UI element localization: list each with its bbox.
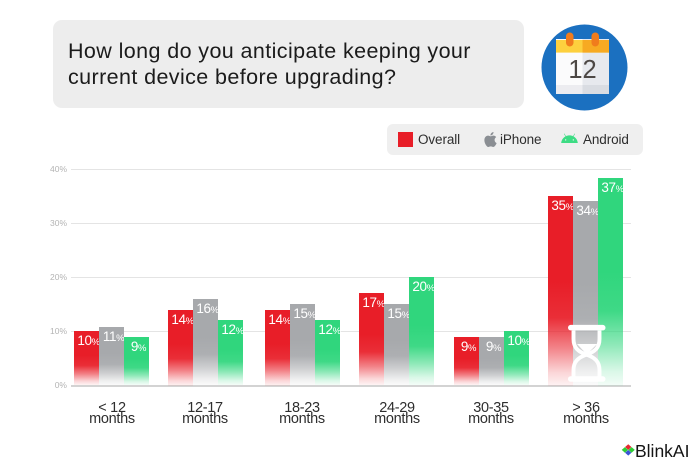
svg-text:12: 12 [568,56,596,84]
